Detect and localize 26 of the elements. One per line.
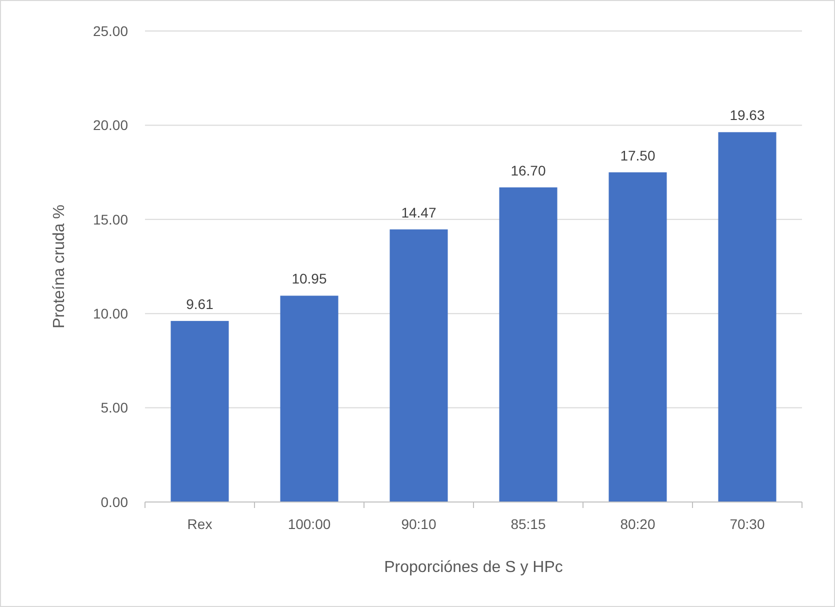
- x-tick-label: 90:10: [401, 516, 436, 532]
- x-tick-label: 70:30: [730, 516, 765, 532]
- data-label: 14.47: [401, 204, 436, 220]
- data-label: 19.63: [730, 107, 765, 124]
- y-tick-label: 10.00: [92, 306, 128, 322]
- bar: [170, 320, 229, 502]
- x-tick-label: 80:20: [620, 516, 656, 532]
- bar: [280, 296, 338, 502]
- y-axis-title: Proteína cruda %: [51, 204, 68, 328]
- y-tick-label: 20.00: [92, 117, 128, 134]
- x-tick-label: Rex: [187, 516, 212, 532]
- y-tick-label: 25.00: [92, 22, 128, 39]
- data-label: 9.61: [186, 296, 214, 312]
- y-tick-label: 15.00: [92, 211, 128, 228]
- data-label: 10.95: [292, 270, 327, 287]
- bar: [499, 187, 558, 502]
- y-tick-label: 5.00: [100, 400, 128, 416]
- y-tick-label: 0.00: [100, 494, 128, 510]
- bar: [390, 229, 448, 502]
- bar: [718, 132, 776, 502]
- bar: [608, 172, 667, 502]
- data-label: 17.50: [620, 147, 656, 164]
- x-tick-label: 85:15: [510, 516, 546, 532]
- data-label: 16.70: [510, 162, 546, 178]
- x-tick-label: 100:00: [288, 516, 331, 532]
- x-axis-title: Proporciónes de S y HPc: [384, 559, 563, 576]
